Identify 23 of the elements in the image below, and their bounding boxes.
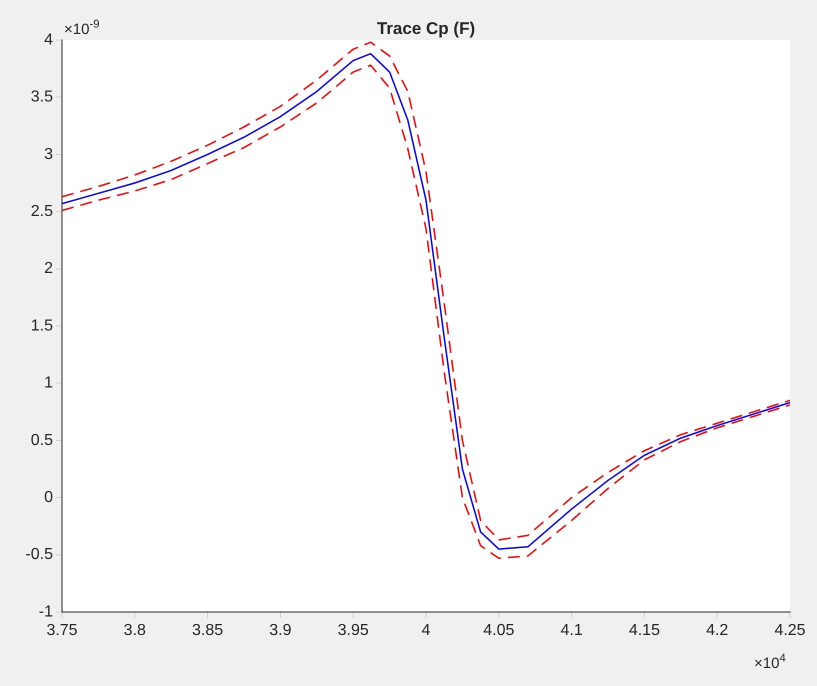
x-tick-label: 4.1	[560, 622, 583, 640]
x-tick-label: 3.8	[124, 622, 146, 640]
y-tick-label: 3.5	[30, 88, 54, 106]
x-tick-label: 4.2	[706, 622, 728, 640]
y-tick-label: 2	[44, 260, 54, 278]
y-tick-label: 4	[44, 31, 54, 48]
x-tick-label: 4.05	[483, 622, 514, 640]
y-tick-label: 0	[44, 489, 54, 506]
y-tick-label: -1	[38, 603, 54, 620]
y-tick-label: 0.5	[30, 432, 54, 449]
y-tick-label: 1.5	[30, 317, 54, 334]
x-tick-label: 4	[422, 622, 431, 640]
x-tick-label: 3.9	[269, 622, 292, 640]
x-tick-label: 3.95	[338, 622, 369, 640]
chart-title: Trace Cp (F)	[376, 19, 476, 38]
x-tick-label: 3.75	[46, 622, 78, 640]
y-tick-label: -0.5	[25, 546, 54, 564]
y-tick-label: 3	[44, 146, 54, 163]
x-tick-label: 4.25	[774, 622, 806, 640]
x-tick-label: 4.15	[628, 622, 660, 640]
y-tick-label: 2.5	[30, 203, 54, 220]
x-tick-label: 3.85	[192, 622, 224, 640]
y-tick-label: 1	[44, 374, 54, 392]
